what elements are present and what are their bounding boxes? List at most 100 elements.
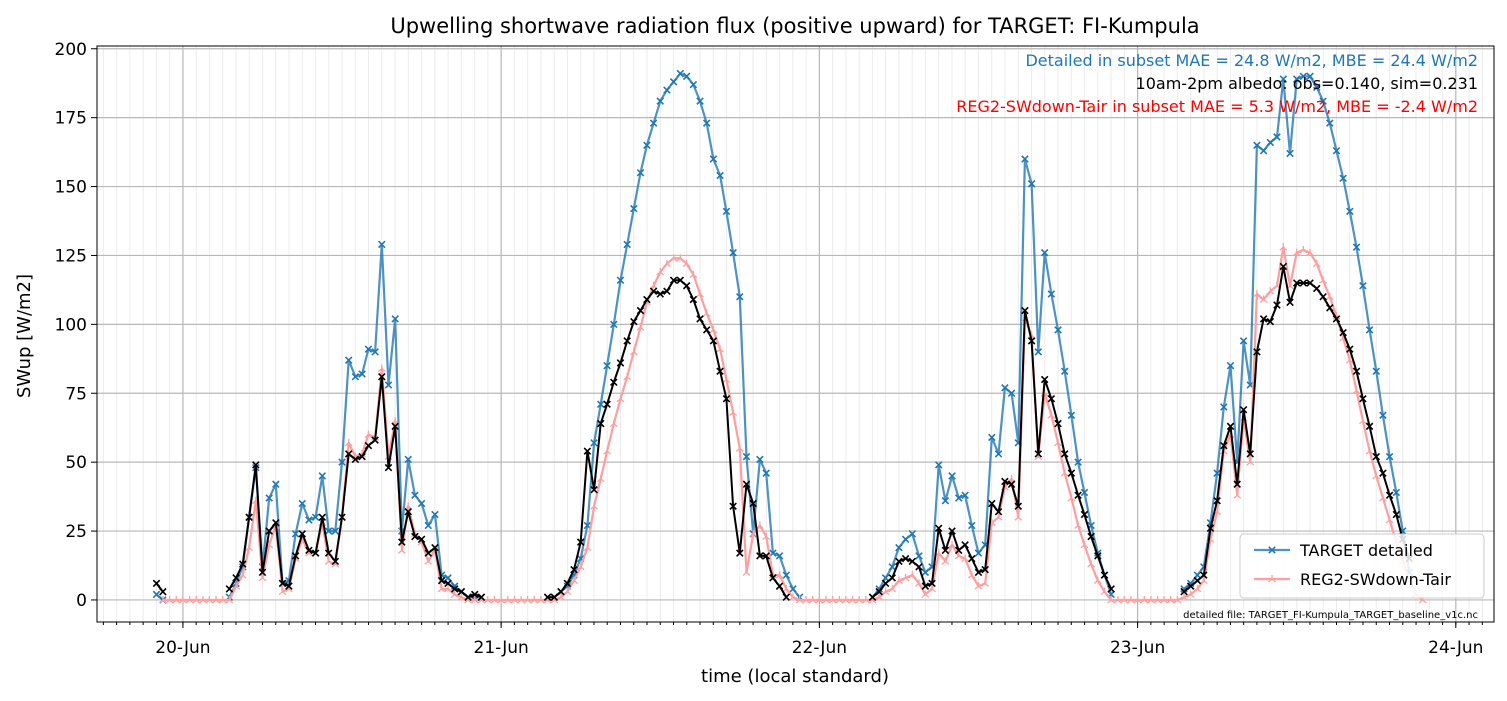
data-point (1054, 438, 1062, 447)
data-point (974, 582, 983, 590)
data-point (245, 543, 254, 552)
data-point (417, 499, 426, 508)
data-point (908, 571, 917, 579)
data-point (1326, 119, 1334, 127)
data-point (411, 532, 419, 541)
data-point (1193, 584, 1202, 593)
data-point (1252, 290, 1261, 298)
data-point (258, 573, 267, 582)
data-point (649, 119, 658, 127)
data-point (291, 552, 300, 560)
data-point (735, 444, 744, 452)
data-point (278, 579, 287, 588)
annotation-detailed-stats: Detailed in subset MAE = 24.8 W/m2, MBE … (1025, 51, 1478, 70)
data-point (1299, 279, 1308, 287)
data-point (437, 576, 446, 585)
data-point (1047, 290, 1056, 298)
data-point (391, 315, 399, 323)
data-point (570, 576, 578, 585)
data-point (1319, 97, 1327, 105)
data-point (596, 419, 605, 428)
data-point (702, 326, 711, 334)
data-point (1339, 174, 1347, 183)
y-tick-label: 75 (65, 384, 87, 404)
data-point (550, 593, 559, 601)
data-point (629, 347, 638, 356)
legend-label-target-detailed: TARGET detailed (1299, 541, 1433, 560)
data-point (291, 530, 300, 538)
y-tick-label: 25 (65, 522, 87, 542)
data-point (1266, 287, 1275, 295)
data-point (875, 585, 883, 593)
data-point (364, 430, 373, 439)
data-point (1346, 345, 1354, 353)
data-point (1299, 72, 1308, 81)
data-point (762, 469, 770, 477)
data-point (901, 573, 910, 582)
data-point (265, 527, 273, 535)
data-point (563, 579, 572, 588)
data-point (1060, 367, 1069, 375)
data-point (1346, 207, 1354, 216)
data-point (881, 574, 890, 582)
data-point (1279, 262, 1288, 271)
data-point (729, 248, 737, 257)
data-point (921, 590, 930, 598)
data-point (981, 579, 990, 587)
data-point (948, 540, 956, 549)
data-point (915, 563, 923, 571)
x-axis-label: time (local standard) (701, 666, 889, 687)
chart-title: Upwelling shortwave radiation flux (posi… (390, 14, 1199, 38)
data-point (596, 400, 605, 409)
data-point (358, 452, 366, 461)
data-point (722, 207, 731, 216)
data-point (570, 565, 578, 574)
data-point (377, 364, 386, 372)
data-point (1253, 348, 1261, 356)
data-point (272, 480, 280, 488)
x-tick-label: 22-Jun (792, 638, 847, 658)
x-tick-label: 24-Jun (1428, 638, 1483, 658)
data-point (450, 585, 459, 593)
data-point (1319, 293, 1327, 301)
data-point (1306, 279, 1314, 287)
data-point (1332, 315, 1341, 323)
data-point (1074, 521, 1083, 530)
data-point (1054, 326, 1062, 334)
data-point (1358, 416, 1367, 425)
data-point (895, 557, 903, 566)
data-point (311, 513, 320, 522)
data-point (1034, 450, 1043, 458)
legend-marker (1268, 546, 1276, 554)
data-point (974, 568, 983, 577)
data-point (689, 270, 698, 279)
data-point (1306, 248, 1314, 257)
data-point (610, 320, 618, 329)
data-point (762, 552, 770, 560)
data-point (1067, 411, 1076, 420)
data-point (656, 97, 665, 105)
data-point (1345, 356, 1354, 364)
data-point (1074, 491, 1082, 499)
data-point (398, 538, 406, 546)
data-point (1067, 493, 1076, 502)
data-point (663, 86, 671, 94)
data-point (1233, 491, 1242, 499)
data-point (1014, 513, 1023, 521)
data-point (1040, 248, 1049, 257)
data-point (305, 516, 313, 524)
data-point (1007, 389, 1016, 398)
data-point (1292, 75, 1301, 83)
data-point (245, 513, 253, 522)
data-point (1326, 304, 1334, 312)
data-point (1001, 383, 1009, 392)
plot-frame (96, 45, 1495, 623)
data-point (358, 370, 366, 378)
data-point (1352, 367, 1361, 375)
data-point (689, 295, 698, 304)
data-point (444, 574, 452, 582)
data-point (298, 499, 307, 508)
data-point (749, 529, 758, 538)
data-point (676, 69, 685, 78)
data-point (1107, 585, 1115, 593)
